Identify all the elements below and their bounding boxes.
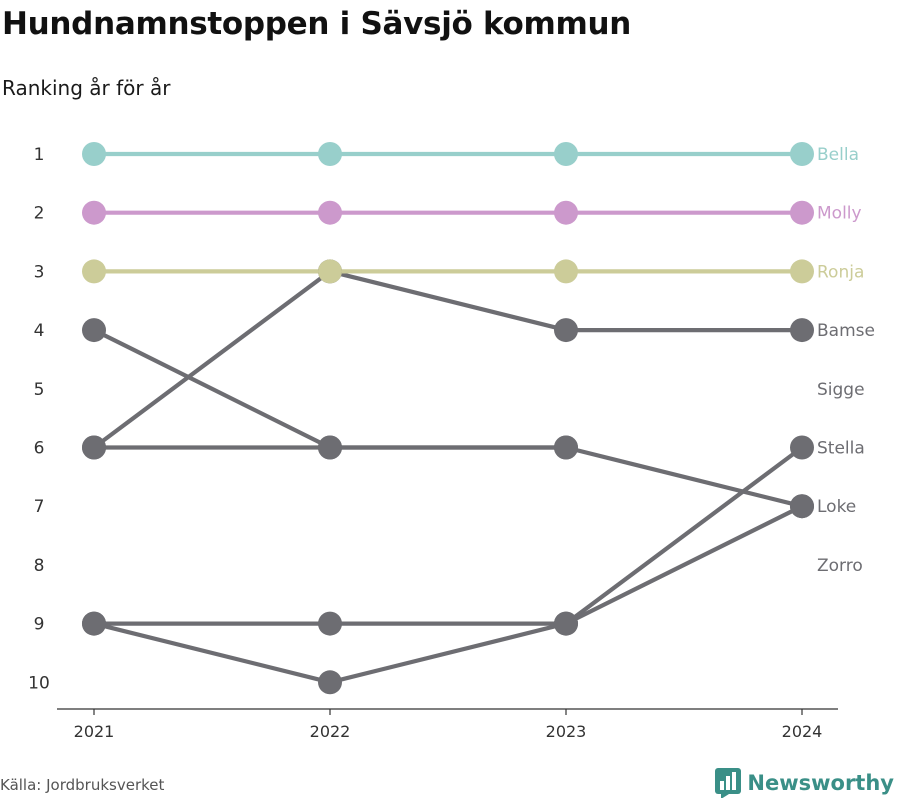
y-tick-label: 5 bbox=[34, 380, 45, 400]
point-bella-2022[interactable] bbox=[318, 142, 342, 166]
y-tick-label: 4 bbox=[34, 321, 45, 341]
point-zorro-2024[interactable] bbox=[790, 494, 814, 519]
point-ronja-2021[interactable] bbox=[82, 259, 106, 284]
point-loke-2022[interactable] bbox=[318, 670, 342, 695]
end-label-zorro: Zorro bbox=[817, 556, 863, 576]
series-segment-zorro bbox=[563, 445, 805, 509]
series-segment-stella bbox=[563, 445, 805, 626]
end-label-loke: Loke bbox=[817, 497, 856, 517]
point-bamse-2024[interactable] bbox=[790, 318, 814, 343]
y-tick-label: 7 bbox=[34, 497, 45, 517]
series-line-bamse bbox=[91, 269, 805, 450]
point-molly-2024[interactable] bbox=[790, 200, 814, 225]
series-segment-bamse bbox=[91, 269, 333, 450]
end-label-sigge: Sigge bbox=[817, 380, 865, 400]
point-bella-2023[interactable] bbox=[554, 142, 578, 166]
point-stella-2022[interactable] bbox=[318, 611, 342, 636]
point-zorro-2022[interactable] bbox=[318, 435, 342, 460]
bar-chart-logo-icon bbox=[715, 768, 742, 798]
end-label-bella: Bella bbox=[817, 145, 859, 165]
end-label-stella: Stella bbox=[817, 439, 865, 459]
point-molly-2023[interactable] bbox=[554, 200, 578, 225]
point-ronja-2024[interactable] bbox=[790, 259, 814, 284]
end-label-bamse: Bamse bbox=[817, 321, 875, 341]
series-segment-loke bbox=[327, 621, 569, 685]
chart-title: Hundnamnstoppen i Sävsjö kommun bbox=[2, 6, 632, 42]
series-points bbox=[82, 142, 814, 695]
series-line-stella bbox=[91, 445, 805, 626]
series-segment-loke bbox=[91, 621, 333, 685]
x-tick-label: 2022 bbox=[310, 722, 351, 741]
y-tick-label: 2 bbox=[34, 204, 45, 224]
x-tick-label: 2024 bbox=[782, 722, 823, 741]
y-tick-label: 8 bbox=[34, 556, 45, 576]
brand-name: Newsworthy bbox=[747, 771, 894, 795]
y-tick-label: 1 bbox=[34, 145, 45, 165]
point-loke-2021[interactable] bbox=[82, 611, 106, 636]
point-zorro-2023[interactable] bbox=[554, 435, 578, 460]
point-sigge-2021[interactable] bbox=[82, 318, 106, 343]
point-loke-2023[interactable] bbox=[554, 611, 578, 636]
y-tick-label: 9 bbox=[34, 615, 45, 635]
end-label-molly: Molly bbox=[817, 204, 862, 224]
end-label-ronja: Ronja bbox=[817, 262, 864, 282]
x-tick-label: 2023 bbox=[546, 722, 587, 741]
series-segment-loke bbox=[563, 504, 805, 626]
series-lines bbox=[91, 151, 805, 685]
series-segment-sigge bbox=[91, 328, 333, 450]
y-tick-label: 3 bbox=[34, 262, 45, 282]
x-tick-label: 2021 bbox=[74, 722, 115, 741]
y-tick-label: 6 bbox=[34, 439, 45, 459]
series-line-zorro bbox=[91, 445, 805, 509]
series-line-loke bbox=[91, 504, 805, 685]
series-segment-bamse bbox=[327, 269, 569, 333]
point-bella-2021[interactable] bbox=[82, 142, 106, 166]
series-line-sigge bbox=[91, 328, 569, 450]
chart-subtitle: Ranking år för år bbox=[2, 76, 171, 100]
y-axis: 1 2 3 4 5 6 7 8 9 10 bbox=[28, 145, 50, 693]
point-bella-2024[interactable] bbox=[790, 142, 814, 166]
point-molly-2022[interactable] bbox=[318, 200, 342, 225]
y-tick-label: 10 bbox=[28, 673, 50, 693]
brand-logo[interactable]: Newsworthy bbox=[715, 768, 894, 798]
point-ronja-2023[interactable] bbox=[554, 259, 578, 284]
end-labels: Bella Molly Ronja Bamse Sigge Stella Loke Zorro bbox=[817, 145, 875, 576]
x-axis: 2021 2022 2023 2024 bbox=[57, 708, 838, 741]
point-zorro-2021[interactable] bbox=[82, 435, 106, 460]
point-molly-2021[interactable] bbox=[82, 200, 106, 225]
point-stella-2024[interactable] bbox=[790, 435, 814, 460]
point-bamse-2023[interactable] bbox=[554, 318, 578, 343]
point-ronja-2022[interactable] bbox=[318, 259, 342, 284]
source-note: Källa: Jordbruksverket bbox=[0, 776, 165, 794]
